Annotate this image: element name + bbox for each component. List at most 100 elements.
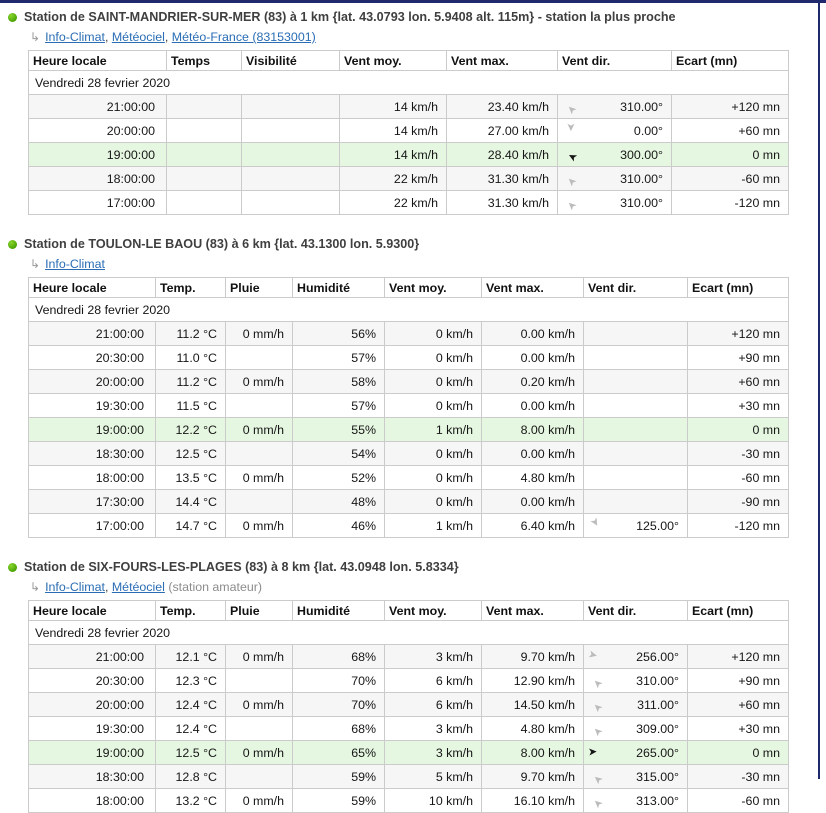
column-header-heure-locale: Heure locale <box>28 50 167 71</box>
time-cell: 19:00:00 <box>28 142 167 167</box>
date-cell: Vendredi 28 fevrier 2020 <box>28 70 789 95</box>
value-cell: 12.5 °C <box>155 740 226 765</box>
value-cell: 0 km/h <box>384 393 482 418</box>
wind-direction-icon: ➤ <box>590 795 606 811</box>
table-row: 21:00:00 11.2 °C 0 mm/h 56% 0 km/h 0.00 km/h +… <box>28 321 789 346</box>
weather-table: Heure locale Temps Visibilité Vent moy. Vent… <box>28 50 789 215</box>
value-cell: 70% <box>292 692 385 717</box>
wind-dir-wrap: ➤ 256.00° <box>587 648 679 664</box>
ecart-cell: +120 mn <box>671 94 789 119</box>
wind-direction-icon: ➤ <box>564 173 580 189</box>
column-header-vent-max: Vent max. <box>481 277 584 298</box>
link-m-t-ociel[interactable]: Météociel <box>111 30 165 44</box>
table-row: 20:00:00 11.2 °C 0 mm/h 58% 0 km/h 0.20 km/h +… <box>28 369 789 394</box>
value-cell: 22 km/h <box>339 190 447 215</box>
wind-dir-value: 310.00° <box>620 195 663 210</box>
link-m-t-o-france-83153001[interactable]: Météo-France (83153001) <box>171 30 316 44</box>
link-info-climat[interactable]: Info-Climat <box>45 580 105 594</box>
value-cell: 65% <box>292 740 385 765</box>
wind-dir-wrap: ➤ 310.00° <box>562 195 663 213</box>
value-cell: 0 mm/h <box>225 321 293 346</box>
station-links: ↳ Info-Climat, Météociel, Météo-France (8… <box>30 30 316 44</box>
table-row: 20:00:00 14 km/h 27.00 km/h ➤ 0.00° +60 mn <box>28 118 789 143</box>
value-cell <box>241 166 340 191</box>
value-cell: 0 km/h <box>384 465 482 490</box>
wind-dir-cell: ➤ 310.00° <box>557 166 672 191</box>
value-cell <box>225 716 293 741</box>
ecart-cell: +60 mn <box>671 118 789 143</box>
value-cell: 0 km/h <box>384 441 482 466</box>
wind-dir-cell: ➤ 313.00° <box>583 788 688 813</box>
return-arrow-icon: ↳ <box>30 30 41 44</box>
value-cell: 0 mm/h <box>225 369 293 394</box>
wind-direction-icon: ➤ <box>590 699 606 715</box>
value-cell: 0 km/h <box>384 345 482 370</box>
wind-dir-cell <box>583 369 688 394</box>
ecart-cell: +90 mn <box>687 668 789 693</box>
value-cell: 1 km/h <box>384 417 482 442</box>
wind-dir-value: 125.00° <box>636 518 679 533</box>
link-info-climat[interactable]: Info-Climat <box>45 257 105 271</box>
value-cell: 3 km/h <box>384 740 482 765</box>
value-cell <box>225 345 293 370</box>
wind-dir-wrap: ➤ 311.00° <box>588 698 679 715</box>
wind-dir-cell: ➤ 125.00° <box>583 513 688 538</box>
wind-dir-cell <box>583 345 688 370</box>
ecart-cell: -120 mn <box>671 190 789 215</box>
wind-direction-icon: ➤ <box>565 149 580 164</box>
time-cell: 21:00:00 <box>28 94 167 119</box>
wind-direction-icon: ➤ <box>590 723 606 739</box>
column-header-ecart-mn: Ecart (mn) <box>687 600 789 621</box>
wind-dir-wrap: ➤ 310.00° <box>562 100 663 117</box>
column-header-visibilit: Visibilité <box>241 50 340 71</box>
wind-direction-icon: ➤ <box>564 197 580 213</box>
station-header: Station de TOULON-LE BAOU (83) à 6 km {l… <box>0 236 816 252</box>
ecart-cell: +120 mn <box>687 321 789 346</box>
wind-dir-wrap: ➤ 309.00° <box>588 722 679 739</box>
column-header-vent-moy: Vent moy. <box>384 277 482 298</box>
value-cell: 0 mm/h <box>225 417 293 442</box>
time-cell: 18:00:00 <box>28 166 167 191</box>
station-section: Station de TOULON-LE BAOU (83) à 6 km {l… <box>0 236 816 538</box>
value-cell: 11.0 °C <box>155 345 226 370</box>
value-cell: 0 km/h <box>384 369 482 394</box>
column-header-vent-dir: Vent dir. <box>557 50 672 71</box>
ecart-cell: -120 mn <box>687 513 789 538</box>
table-row: 20:30:00 12.3 °C 70% 6 km/h 12.90 km/h ➤ 310.0… <box>28 668 789 693</box>
time-cell: 18:00:00 <box>28 465 156 490</box>
time-cell: 19:00:00 <box>28 417 156 442</box>
value-cell: 46% <box>292 513 385 538</box>
date-cell: Vendredi 28 fevrier 2020 <box>28 297 789 322</box>
value-cell: 0 mm/h <box>225 740 293 765</box>
value-cell: 0.00 km/h <box>481 345 584 370</box>
time-cell: 18:30:00 <box>28 441 156 466</box>
frame-border-top <box>0 0 826 3</box>
wind-dir-wrap: ➤ 125.00° <box>587 515 679 533</box>
wind-dir-cell <box>583 393 688 418</box>
value-cell: 0.00 km/h <box>481 441 584 466</box>
return-arrow-icon: ↳ <box>30 580 41 594</box>
station-section: Station de SIX-FOURS-LES-PLAGES (83) à 8… <box>0 559 816 813</box>
time-cell: 20:30:00 <box>28 345 156 370</box>
ecart-cell: -90 mn <box>687 489 789 514</box>
wind-dir-value: 0.00° <box>633 123 663 138</box>
wind-dir-cell: ➤ 300.00° <box>557 142 672 167</box>
value-cell: 0.00 km/h <box>481 489 584 514</box>
table-row: 19:30:00 12.4 °C 68% 3 km/h 4.80 km/h ➤ 309.00… <box>28 716 789 741</box>
column-header-pluie: Pluie <box>225 600 293 621</box>
header-row: Heure locale Temps Visibilité Vent moy. Vent… <box>28 50 789 71</box>
link-info-climat[interactable]: Info-Climat <box>45 30 105 44</box>
value-cell: 12.3 °C <box>155 668 226 693</box>
station-status-icon <box>8 12 17 22</box>
column-header-ecart-mn: Ecart (mn) <box>687 277 789 298</box>
ecart-cell: +60 mn <box>687 692 789 717</box>
value-cell: 8.00 km/h <box>481 740 584 765</box>
table-row: 18:00:00 13.5 °C 0 mm/h 52% 0 km/h 4.80 km/h -… <box>28 465 789 490</box>
wind-dir-value: 256.00° <box>636 649 679 664</box>
wind-dir-cell: ➤ 310.00° <box>557 94 672 119</box>
link-m-t-ociel[interactable]: Météociel <box>111 580 165 594</box>
table-row: 21:00:00 12.1 °C 0 mm/h 68% 3 km/h 9.70 km/h ➤… <box>28 644 789 669</box>
station-title: Station de TOULON-LE BAOU (83) à 6 km {l… <box>24 237 420 251</box>
value-cell: 0 mm/h <box>225 788 293 813</box>
value-cell <box>241 118 340 143</box>
